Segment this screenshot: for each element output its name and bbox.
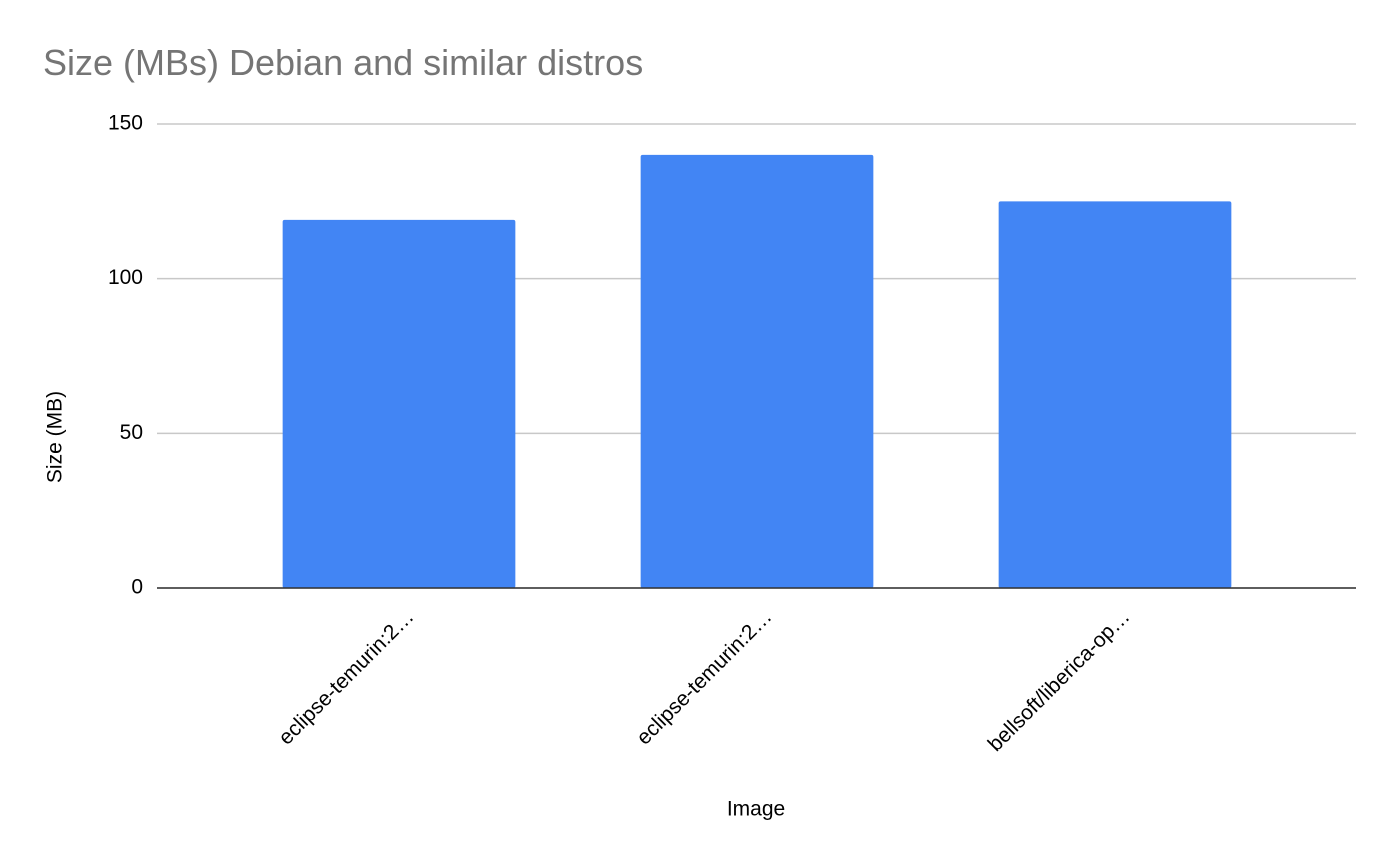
chart-title: Size (MBs) Debian and similar distros <box>43 42 643 83</box>
y-tick-label: 0 <box>131 576 143 599</box>
bar <box>282 219 516 589</box>
bar <box>998 201 1232 589</box>
y-tick-label: 150 <box>108 112 143 135</box>
y-tick-label: 100 <box>108 266 143 289</box>
y-axis-title: Size (MB) <box>44 391 67 483</box>
x-axis-title: Image <box>727 798 785 821</box>
y-tick-label: 50 <box>120 421 143 444</box>
bar <box>640 154 874 588</box>
